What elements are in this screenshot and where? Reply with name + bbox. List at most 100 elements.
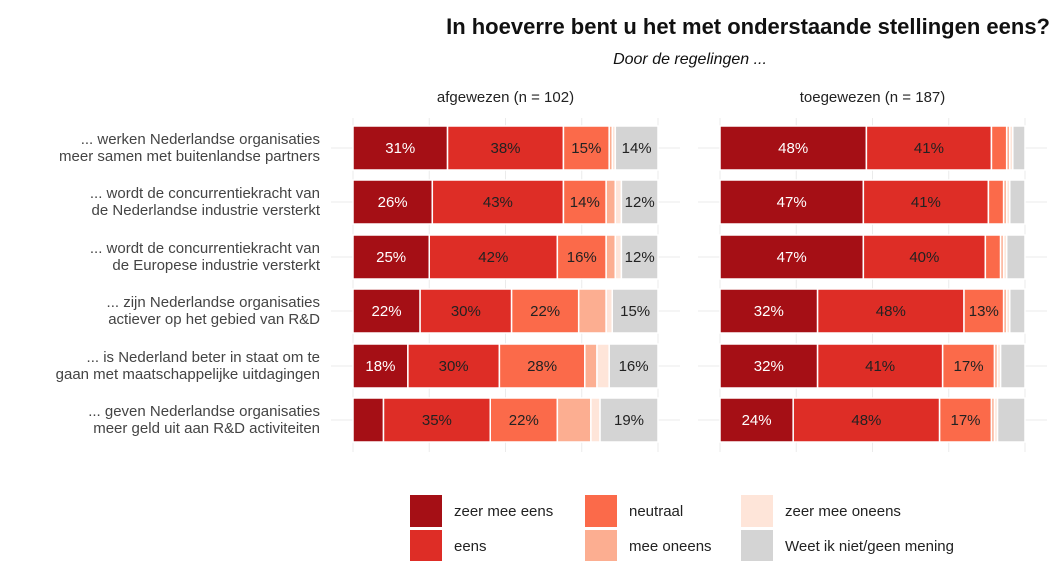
bar-segment [352,343,409,389]
legend-swatch [741,495,773,527]
value-label: 13% [969,303,999,320]
bar-segment [498,343,586,389]
legend-swatch [410,530,442,561]
value-label: 22% [530,303,560,320]
bar-segment [987,179,1005,225]
y-tick-label: ... wordt de concurrentiekracht van de N… [89,185,320,219]
value-label: 17% [951,412,981,429]
bar-segment [431,179,565,225]
legend-swatch [585,495,617,527]
legend-label: Weet ik niet/geen mening [785,538,954,555]
value-label: 30% [439,358,469,375]
value-label: 15% [620,303,650,320]
bar-segment [990,125,1008,171]
value-label: 43% [483,194,513,211]
legend-swatch [410,495,442,527]
value-label: 19% [614,412,644,429]
legend-label: neutraal [629,503,683,520]
bar-segment [614,125,659,171]
legend-swatch [741,530,773,561]
bar-segment [608,343,659,389]
chart-title: In hoeverre bent u het met onderstaande … [446,14,1050,39]
value-label: 47% [777,249,807,266]
bar-segment [605,234,617,280]
value-label: 42% [478,249,508,266]
panel-title: afgewezen (n = 102) [437,89,574,106]
value-label: 17% [954,358,984,375]
legend-label: eens [454,538,487,555]
value-label: 38% [490,140,520,157]
legend-label: zeer mee oneens [785,503,901,520]
legend-swatch [585,530,617,561]
bar-segment [620,234,659,280]
value-label: 16% [619,358,649,375]
bar-segment [428,234,559,280]
panel-title: toegewezen (n = 187) [800,89,946,106]
value-label: 41% [914,140,944,157]
value-label: 41% [911,194,941,211]
value-label: 48% [778,140,808,157]
chart-subtitle: Door de regelingen ... [613,51,767,68]
bar-segment [719,397,794,443]
value-label: 48% [851,412,881,429]
bar-segment [352,125,449,171]
bar-segment [584,343,598,389]
bar-segment [1009,179,1026,225]
bar-segment [862,179,990,225]
value-label: 32% [754,303,784,320]
value-label: 18% [365,358,395,375]
bar-segment [614,234,623,280]
value-label: 14% [622,140,652,157]
y-tick-label: ... werken Nederlandse organisaties meer… [59,131,320,165]
bar-segment [1012,125,1026,171]
value-label: 47% [777,194,807,211]
bar-segment [614,179,623,225]
bar-segment [596,343,610,389]
bar-segment [605,179,617,225]
bar-segment [577,288,607,334]
bar-segment [719,125,868,171]
value-label: 48% [876,303,906,320]
bar-segment [352,397,385,443]
value-label: 12% [625,249,655,266]
y-tick-label: ... is Nederland beter in staat om te ga… [55,349,320,383]
bar-segment [999,343,1026,389]
value-label: 26% [378,194,408,211]
bar-segment [611,288,659,334]
bar-segment [510,288,580,334]
y-tick-label: ... wordt de concurrentiekracht van de E… [89,240,320,274]
bar-segment [590,397,601,443]
value-label: 16% [567,249,597,266]
bar-segment [599,397,659,443]
bar-segment [816,288,965,334]
value-label: 24% [742,412,772,429]
bar-segment [407,343,501,389]
value-label: 40% [909,249,939,266]
value-label: 41% [865,358,895,375]
value-label: 14% [570,194,600,211]
bar-segment [352,288,421,334]
value-label: 22% [372,303,402,320]
bar-segment [984,234,1002,280]
bar-segment [816,343,944,389]
value-label: 28% [527,358,557,375]
bar-segment [352,234,430,280]
bar-segment [996,397,1026,443]
value-label: 32% [754,358,784,375]
bar-segment [446,125,565,171]
bar-segment [352,179,434,225]
value-label: 31% [385,140,415,157]
value-label: 22% [509,412,539,429]
legend-label: mee oneens [629,538,712,555]
bar-segment [605,288,614,334]
bar-segment [941,343,996,389]
value-label: 15% [571,140,601,157]
bar-segment [419,288,513,334]
y-tick-label: ... zijn Nederlandse organisaties actiev… [106,294,320,328]
bar-segment [562,179,607,225]
bar-segment [792,397,941,443]
bar-segment [719,343,819,389]
bar-segment [865,125,993,171]
